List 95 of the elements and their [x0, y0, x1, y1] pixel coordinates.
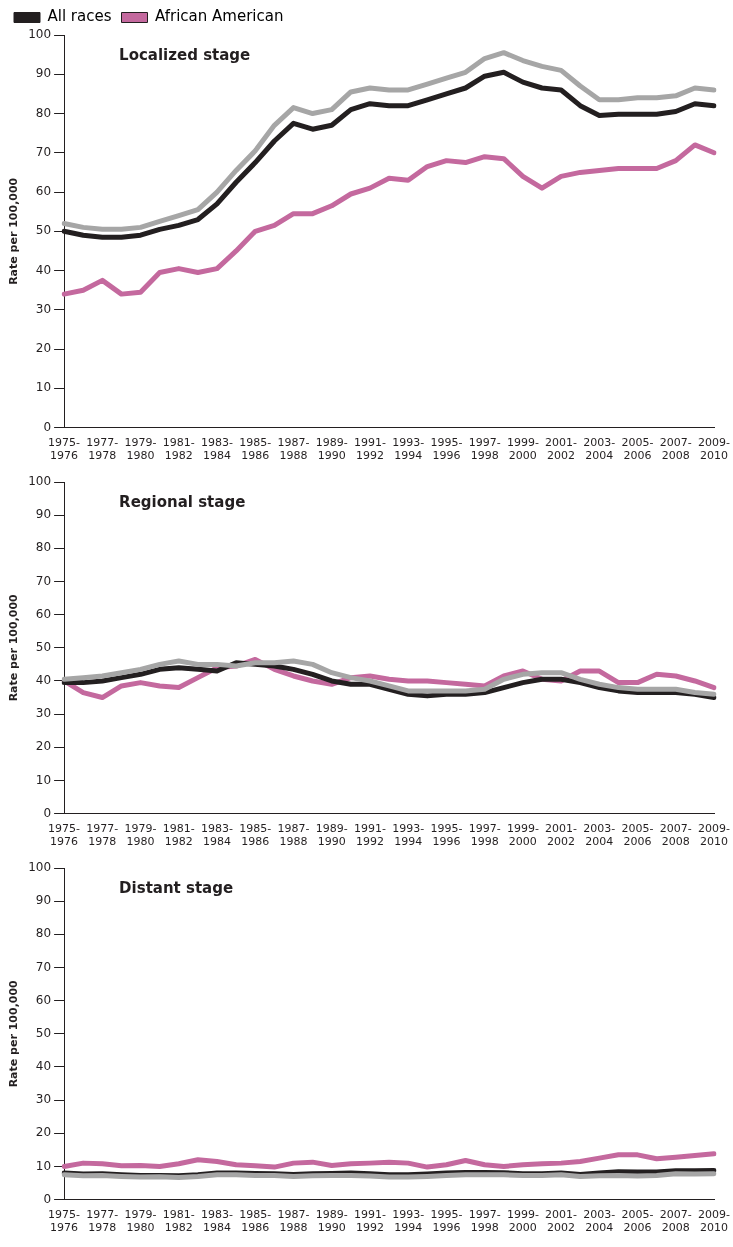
y-tick-label: 20 [35, 739, 52, 754]
text: Localized stage [119, 46, 251, 65]
x-tick-label: 1985-1986 [239, 436, 272, 463]
x-tick-label: 1977-1978 [86, 1208, 119, 1235]
y-axis-title: Rate per 100,000 [7, 593, 21, 702]
x-tick-label: 2007-2008 [659, 1208, 692, 1235]
x-tick-label: 1981-1982 [162, 822, 195, 849]
y-tick-label: 60 [35, 992, 52, 1007]
y-tick-label: 30 [35, 706, 52, 721]
x-tick-label: 1979-1980 [124, 1208, 157, 1235]
x-tick-label: 2003-2004 [583, 822, 616, 849]
x-tick-label: 2009-2010 [698, 436, 731, 463]
x-tick-label: 2009-2010 [698, 1208, 731, 1235]
y-tick-label: 10 [35, 772, 52, 787]
x-tick-label: 2003-2004 [583, 436, 616, 463]
y-tick-label: 90 [35, 507, 52, 522]
legend-label: All races [47, 7, 112, 26]
x-tick-label: 1979-1980 [124, 436, 157, 463]
y-tick-label: 90 [35, 66, 52, 81]
x-tick-label: 2005-2006 [621, 436, 654, 463]
x-tick-label: 1981-1982 [162, 1208, 195, 1235]
y-tick-label: 80 [35, 926, 52, 941]
x-tick-label: 1995-1996 [430, 822, 463, 849]
x-tick-label: 1981-1982 [162, 436, 195, 463]
y-tick-label: 50 [35, 223, 52, 238]
x-tick-label: 1997-1998 [468, 1208, 501, 1235]
y-tick-label: 80 [35, 105, 52, 120]
x-tick-label: 1989-1990 [315, 1208, 348, 1235]
x-tick-label: 2007-2008 [659, 822, 692, 849]
y-axis-title: Rate per 100,000 [7, 979, 21, 1088]
x-tick-label: 1985-1986 [239, 822, 272, 849]
x-tick-label: 1991-1992 [353, 822, 386, 849]
x-tick-label: 1989-1990 [315, 822, 348, 849]
y-tick-label: 50 [35, 1025, 52, 1040]
x-tick-label: 2003-2004 [583, 1208, 616, 1235]
x-tick-label: 1977-1978 [86, 822, 119, 849]
y-tick-label: 40 [35, 673, 52, 688]
x-tick-label: 1999-2000 [506, 1208, 539, 1235]
x-tick-label: 1991-1992 [353, 436, 386, 463]
y-tick-label: 10 [35, 1158, 52, 1173]
y-tick-label: 20 [35, 1125, 52, 1140]
x-tick-label: 2001-2002 [545, 822, 578, 849]
x-tick-label: 1987-1988 [277, 1208, 310, 1235]
y-tick-label: 40 [35, 262, 52, 277]
y-tick-label: 20 [35, 341, 52, 356]
x-tick-label: 1993-1994 [392, 822, 425, 849]
x-tick-label: 2005-2006 [621, 1208, 654, 1235]
x-tick-label: 1983-1984 [201, 822, 234, 849]
x-tick-label: 1983-1984 [201, 436, 234, 463]
x-tick-label: 1991-1992 [353, 1208, 386, 1235]
y-tick-label: 80 [35, 540, 52, 555]
x-tick-label: 2007-2008 [659, 436, 692, 463]
x-tick-label: 1989-1990 [315, 436, 348, 463]
y-tick-label: 100 [28, 860, 52, 875]
x-tick-label: 1983-1984 [201, 1208, 234, 1235]
x-tick-label: 2001-2002 [545, 436, 578, 463]
y-tick-label: 40 [35, 1059, 52, 1074]
x-tick-label: 1997-1998 [468, 436, 501, 463]
x-tick-label: 1977-1978 [86, 436, 119, 463]
x-tick-label: 1975-1976 [48, 1208, 81, 1235]
x-tick-label: 2009-2010 [698, 822, 731, 849]
x-tick-label: 1987-1988 [277, 822, 310, 849]
y-tick-label: 70 [35, 959, 52, 974]
x-tick-label: 2005-2006 [621, 822, 654, 849]
y-tick-label: 90 [35, 893, 52, 908]
y-tick-label: 30 [35, 1092, 52, 1107]
y-tick-label: 50 [35, 639, 52, 654]
legend-label: African American [155, 7, 284, 26]
text: Regional stage [119, 493, 246, 512]
x-tick-label: 1997-1998 [468, 822, 501, 849]
y-tick-label: 0 [43, 419, 52, 434]
y-tick-label: 10 [35, 380, 52, 395]
y-tick-label: 60 [35, 184, 52, 199]
x-tick-label: 1985-1986 [239, 1208, 272, 1235]
x-tick-label: 1999-2000 [506, 436, 539, 463]
x-tick-label: 1975-1976 [48, 436, 81, 463]
x-tick-label: 1993-1994 [392, 436, 425, 463]
y-tick-label: 70 [35, 144, 52, 159]
text: Distant stage [119, 879, 234, 898]
x-tick-label: 1979-1980 [124, 822, 157, 849]
y-tick-label: 100 [28, 474, 52, 489]
y-tick-label: 60 [35, 606, 52, 621]
x-tick-label: 1995-1996 [430, 436, 463, 463]
x-tick-label: 1993-1994 [392, 1208, 425, 1235]
y-tick-label: 0 [43, 805, 52, 820]
x-tick-label: 2001-2002 [545, 1208, 578, 1235]
y-tick-label: 100 [28, 27, 52, 42]
x-tick-label: 1999-2000 [506, 822, 539, 849]
y-tick-label: 0 [43, 1191, 52, 1206]
y-tick-label: 30 [35, 301, 52, 316]
x-tick-label: 1987-1988 [277, 436, 310, 463]
x-tick-label: 1975-1976 [48, 822, 81, 849]
y-tick-label: 70 [35, 573, 52, 588]
x-tick-label: 1995-1996 [430, 1208, 463, 1235]
y-axis-title: Rate per 100,000 [7, 177, 21, 285]
